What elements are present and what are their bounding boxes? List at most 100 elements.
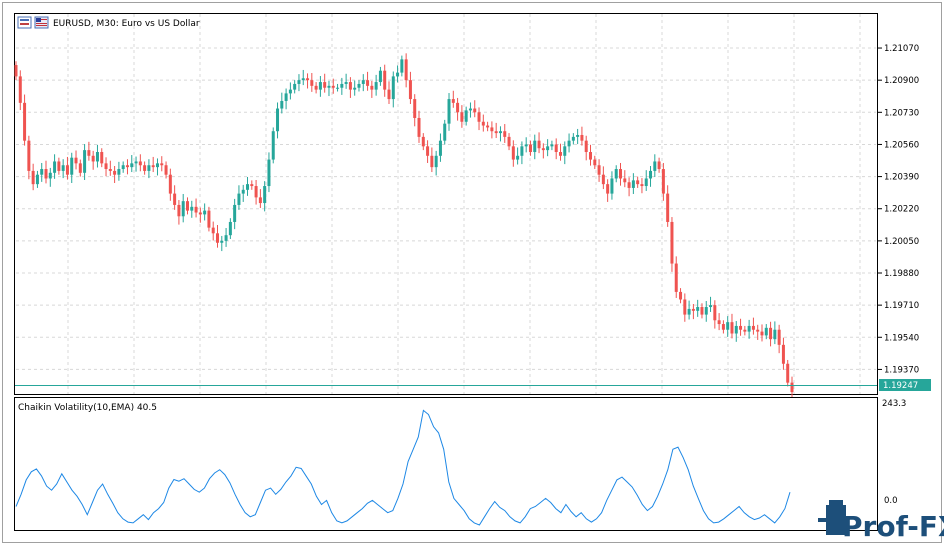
candle-body [31,170,35,185]
candle-body [91,155,95,162]
candle-body [194,206,198,213]
main-chart-panel[interactable] [14,13,878,400]
candle-body [280,100,284,109]
candle-body [160,163,164,166]
candle-body [460,112,464,122]
candle-body [138,161,142,166]
candle-body [78,163,82,173]
candle-body [241,189,245,194]
indicator-panel[interactable]: Chaikin Volatility(10,EMA) 40.5 [14,397,878,531]
candle-body [430,155,434,168]
candle-body [100,152,104,164]
candle-body [644,178,648,187]
candle-body [477,112,481,122]
price-tick-label: 1.20050 [884,237,919,247]
candle-body [207,210,211,228]
candle-body [473,108,477,113]
candle-body [421,136,425,147]
candle-body [507,136,511,147]
price-tick-label: 1.20730 [884,108,919,118]
candle-body [297,80,301,84]
candle-body [348,82,352,90]
candle-body [228,221,232,236]
candle-body [760,331,764,336]
candle-body [301,78,305,81]
candle-body [653,161,657,171]
candle-body [336,87,340,89]
candle-body [554,144,558,153]
candle-body [400,59,404,73]
candle-body [14,65,18,77]
current-price-label: 1.19247 [883,381,918,391]
candle-body [314,85,318,90]
candle-body [65,165,69,175]
flag-icon[interactable] [34,16,49,29]
candle-body [764,327,768,336]
candle-body [35,174,39,185]
candle-body [258,197,262,204]
candle-body [528,144,532,153]
candle-body [396,72,400,77]
indicator-axis: 243.3 0.0 [882,399,906,506]
current-price-box: 1.19247 [879,379,931,391]
candle-body [310,80,314,86]
candle-body [438,140,442,156]
candle-body [288,89,292,94]
candle-body [743,329,747,332]
candle-body [691,308,695,311]
candle-body [254,186,258,198]
candle-body [781,344,785,364]
candle-body [666,193,670,222]
candle-body [408,80,412,100]
candle-body [125,165,129,168]
candle-body [623,178,627,183]
candle-body [40,169,44,175]
candle-body [614,169,618,179]
candle-body [263,186,267,204]
candle-body [640,184,644,187]
candle-body [185,201,189,211]
candle-body [426,146,430,156]
candle-body [486,125,490,128]
price-tick-label: 1.19880 [884,269,919,279]
main-chart-area[interactable] [14,13,878,395]
candle-body [104,163,108,170]
candle-body [657,161,661,170]
candle-body [74,157,78,164]
candle-body [558,152,562,156]
price-tick-label: 1.19370 [884,365,919,375]
candle-body [447,99,451,124]
indicator-tick-top: 243.3 [882,399,906,409]
candle-body [224,235,228,241]
price-tick-label: 1.20560 [884,140,919,150]
candle-body [751,325,755,330]
candle-body [494,131,498,134]
indicator-tick-zero: 0.0 [884,496,898,506]
chart-type-icon[interactable] [17,16,32,29]
candle-body [203,210,207,215]
candle-body [276,108,280,132]
candle-body [511,146,515,160]
candle-body [87,150,91,156]
candle-body [717,320,721,325]
candle-body [636,180,640,185]
candle-body [130,163,134,168]
candle-body [670,221,674,264]
candle-body [48,172,52,179]
candle-body [216,233,220,243]
candle-body [168,174,172,194]
candle-body [306,78,310,81]
candle-body [378,70,382,83]
candle-body [27,140,31,171]
candle-body [391,76,395,100]
candle-body [370,85,374,90]
indicator-title: Chaikin Volatility(10,EMA) 40.5 [18,403,157,413]
candle-body [649,170,653,179]
candle-body [357,83,361,88]
candle-body [95,152,99,162]
candle-body [734,325,738,334]
candle-body [361,80,365,84]
candle-body [490,127,494,132]
candle-body [246,184,250,190]
